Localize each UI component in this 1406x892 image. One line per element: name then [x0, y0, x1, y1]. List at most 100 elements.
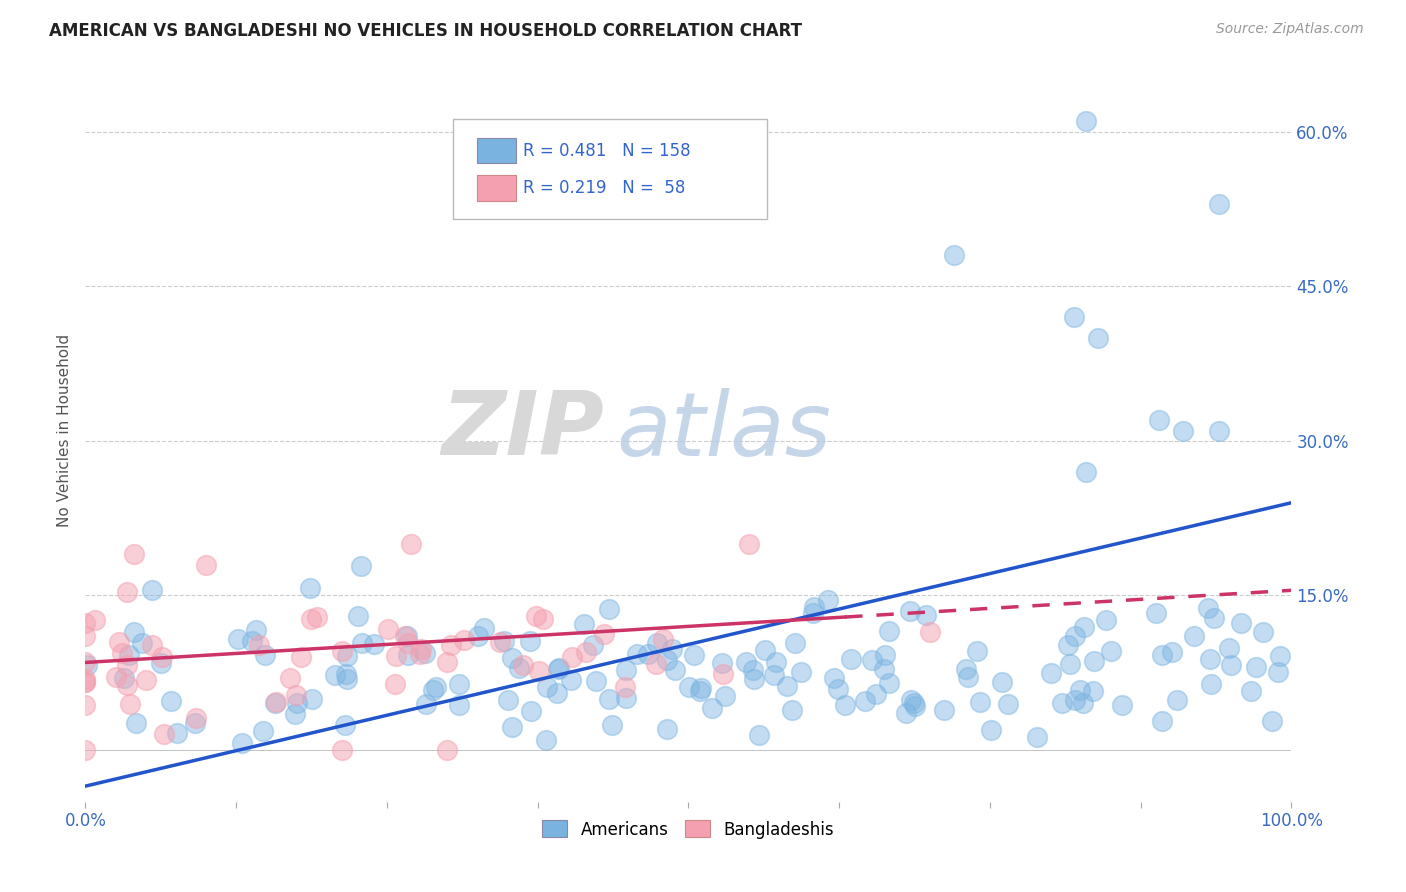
Point	[980, 723, 1002, 737]
Point	[783, 636, 806, 650]
Point	[104, 670, 127, 684]
Point	[398, 635, 420, 649]
Text: AMERICAN VS BANGLADESHI NO VEHICLES IN HOUSEHOLD CORRELATION CHART: AMERICAN VS BANGLADESHI NO VEHICLES IN H…	[49, 22, 803, 40]
Point	[195, 558, 218, 572]
Point	[1197, 600, 1219, 615]
Point	[817, 592, 839, 607]
Point	[1073, 620, 1095, 634]
Point	[776, 679, 799, 693]
Point	[613, 680, 636, 694]
Point	[592, 626, 614, 640]
Point	[664, 663, 686, 677]
Point	[803, 600, 825, 615]
Point	[1095, 613, 1118, 627]
Point	[415, 697, 437, 711]
Point	[117, 648, 139, 662]
Point	[75, 743, 97, 757]
Point	[932, 703, 955, 717]
Point	[614, 691, 637, 706]
Text: atlas: atlas	[616, 388, 831, 474]
Point	[877, 675, 900, 690]
Point	[585, 674, 607, 689]
Point	[1152, 714, 1174, 728]
Point	[748, 728, 770, 742]
Point	[841, 652, 863, 666]
Point	[561, 649, 583, 664]
Point	[1069, 683, 1091, 698]
Point	[290, 649, 312, 664]
Point	[472, 621, 495, 635]
Point	[519, 634, 541, 648]
Point	[184, 716, 207, 731]
FancyBboxPatch shape	[453, 119, 766, 219]
Point	[396, 648, 419, 663]
Point	[689, 683, 711, 698]
FancyBboxPatch shape	[478, 138, 516, 163]
Point	[264, 696, 287, 710]
Point	[285, 696, 308, 710]
Point	[350, 559, 373, 574]
Point	[966, 644, 988, 658]
Point	[266, 695, 288, 709]
Point	[1261, 714, 1284, 729]
FancyBboxPatch shape	[478, 176, 516, 201]
Point	[834, 698, 856, 712]
Point	[900, 693, 922, 707]
Point	[253, 648, 276, 663]
Point	[598, 691, 620, 706]
Point	[742, 672, 765, 686]
Point	[1083, 654, 1105, 668]
Point	[508, 660, 530, 674]
Point	[226, 632, 249, 647]
Point	[141, 582, 163, 597]
Point	[702, 701, 724, 715]
Point	[75, 629, 97, 643]
Point	[1161, 645, 1184, 659]
Point	[135, 673, 157, 687]
Point	[1152, 648, 1174, 662]
Point	[690, 681, 713, 696]
Point	[644, 657, 666, 671]
Point	[75, 674, 97, 689]
Point	[75, 698, 97, 712]
Point	[385, 648, 408, 663]
Point	[413, 646, 436, 660]
Point	[683, 648, 706, 662]
Point	[1064, 629, 1087, 643]
Point	[1026, 730, 1049, 744]
Point	[1244, 660, 1267, 674]
Point	[1219, 658, 1241, 673]
Point	[1059, 657, 1081, 672]
Point	[1201, 676, 1223, 690]
Point	[166, 725, 188, 739]
Legend: Americans, Bangladeshis: Americans, Bangladeshis	[536, 814, 841, 846]
Point	[531, 612, 554, 626]
Point	[1076, 114, 1098, 128]
Point	[877, 624, 900, 638]
Point	[915, 607, 938, 622]
Point	[298, 582, 321, 596]
Point	[346, 609, 368, 624]
Point	[582, 638, 605, 652]
Point	[827, 681, 849, 696]
Point	[1147, 413, 1170, 427]
Point	[120, 698, 142, 712]
Point	[873, 648, 896, 662]
Point	[942, 248, 965, 262]
Point	[1218, 640, 1240, 655]
Point	[780, 702, 803, 716]
Point	[440, 638, 463, 652]
Point	[153, 727, 176, 741]
Point	[76, 657, 98, 672]
Point	[247, 638, 270, 652]
Point	[411, 641, 433, 656]
Point	[512, 657, 534, 672]
Point	[75, 655, 97, 669]
Point	[1063, 310, 1085, 325]
Point	[449, 698, 471, 713]
Point	[489, 634, 512, 648]
Point	[1111, 698, 1133, 712]
Point	[855, 694, 877, 708]
Point	[574, 616, 596, 631]
Point	[1208, 424, 1230, 438]
